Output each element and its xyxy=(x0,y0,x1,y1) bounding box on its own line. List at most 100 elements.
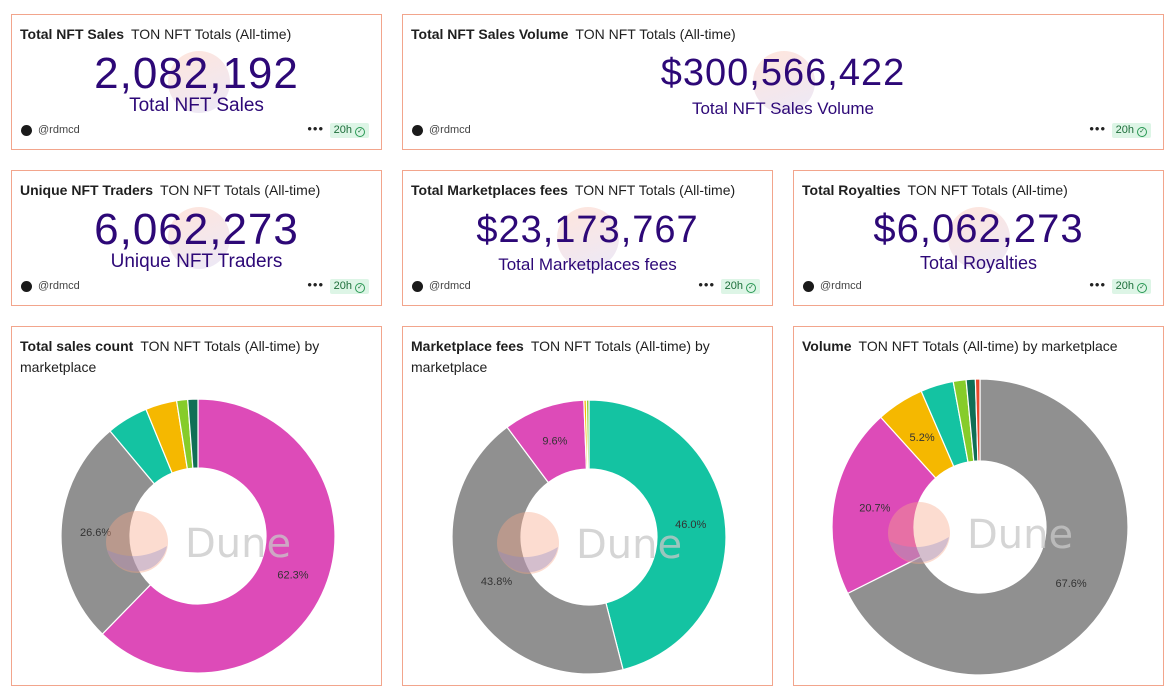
slice-label: 43.8% xyxy=(481,576,512,588)
card-title: Total NFT Sales TON NFT Totals (All-time) xyxy=(20,24,373,45)
counter-value: $6,062,273 xyxy=(873,207,1084,251)
counter-card-unique-nft-traders[interactable]: Unique NFT Traders TON NFT Totals (All-ti… xyxy=(11,170,382,306)
counter-label: Total Royalties xyxy=(919,253,1038,273)
dune-logo-shade xyxy=(107,546,167,572)
card-title-bold: Volume xyxy=(802,338,852,354)
dune-watermark-circle xyxy=(168,207,230,269)
author-link[interactable]: @rdmcd xyxy=(38,280,80,292)
dune-logo-shade xyxy=(889,537,949,563)
card-title: Total Royalties TON NFT Totals (All-time) xyxy=(802,180,1155,201)
counter-value: 2,082,192 xyxy=(94,49,299,98)
avatar[interactable] xyxy=(21,125,32,136)
chart-card-volume[interactable]: 67.6% 20.7% 5.2% Dune Volume TON NFT Totals … xyxy=(793,326,1164,686)
freshness-text: 20h xyxy=(724,280,743,292)
pie-slice xyxy=(187,398,199,469)
card-title: Marketplace fees TON NFT Totals (All-time… xyxy=(411,336,764,378)
author-link[interactable]: @rdmcd xyxy=(820,280,862,292)
freshness-badge[interactable]: 20h ✓ xyxy=(329,279,369,294)
dune-watermark-text: Dune xyxy=(576,522,682,568)
card-query-name: TON NFT Totals (All-time) by marketplace xyxy=(20,338,320,375)
card-query-name: TON NFT Totals (All-time) xyxy=(575,26,736,42)
card-query-name: TON NFT Totals (All-time) by marketplace xyxy=(411,338,710,375)
card-query-name: TON NFT Totals (All-time) by marketplace xyxy=(858,338,1118,354)
check-circle-icon: ✓ xyxy=(1137,127,1147,137)
card-title-bold: Total NFT Sales Volume xyxy=(411,26,569,42)
pie-slice xyxy=(60,430,156,635)
counter-value: 6,062,273 xyxy=(94,205,299,254)
donut-chart: 46.0% 43.8% 9.6% Dune xyxy=(451,399,727,675)
freshness-badge[interactable]: 20h ✓ xyxy=(1111,123,1151,138)
pie-slice xyxy=(974,378,981,462)
freshness-text: 20h xyxy=(1115,124,1134,136)
avatar[interactable] xyxy=(412,125,423,136)
card-footer: @rdmcd ••• 20h ✓ xyxy=(412,277,760,295)
card-footer: @rdmcd ••• 20h ✓ xyxy=(21,121,369,139)
card-title-bold: Total Marketplaces fees xyxy=(411,182,568,198)
freshness-badge[interactable]: 20h ✓ xyxy=(720,279,760,294)
counter-card-total-marketplaces-fees[interactable]: Total Marketplaces fees TON NFT Totals (A… xyxy=(402,170,773,306)
card-title-bold: Unique NFT Traders xyxy=(20,182,154,198)
freshness-badge[interactable]: 20h ✓ xyxy=(329,123,369,138)
freshness-text: 20h xyxy=(333,280,352,292)
card-title: Volume TON NFT Totals (All-time) by marke… xyxy=(802,336,1155,357)
more-options-icon[interactable]: ••• xyxy=(1089,277,1106,292)
card-footer: @rdmcd ••• 20h ✓ xyxy=(412,121,1151,139)
counter-label: Total Marketplaces fees xyxy=(498,255,677,274)
card-footer: @rdmcd ••• 20h ✓ xyxy=(21,277,369,295)
chart-card-marketplace-fees[interactable]: 46.0% 43.8% 9.6% Dune Marketplace fees TON N… xyxy=(402,326,773,686)
dune-watermark-circle xyxy=(948,207,1010,269)
dune-logo-icon xyxy=(106,511,168,573)
card-title-bold: Total NFT Sales xyxy=(20,26,124,42)
card-query-name: TON NFT Totals (All-time) xyxy=(160,182,321,198)
slice-label: 20.7% xyxy=(859,502,890,514)
donut-chart: 62.3% 26.6% Dune xyxy=(60,398,336,674)
card-title: Total NFT Sales Volume TON NFT Totals (Al… xyxy=(411,24,1155,45)
card-title-bold: Marketplace fees xyxy=(411,338,524,354)
chart-card-total-sales-count[interactable]: 62.3% 26.6% Dune Total sales count TON NFT … xyxy=(11,326,382,686)
counter-value: $23,173,767 xyxy=(476,209,699,251)
counter-label: Unique NFT Traders xyxy=(110,251,283,272)
donut-chart: 67.6% 20.7% 5.2% Dune xyxy=(831,378,1129,676)
slice-label: 9.6% xyxy=(542,435,567,447)
author-link[interactable]: @rdmcd xyxy=(429,280,471,292)
more-options-icon[interactable]: ••• xyxy=(1089,121,1106,136)
pie-slice xyxy=(585,399,590,470)
counter-value: $300,566,422 xyxy=(660,52,906,94)
avatar[interactable] xyxy=(412,281,423,292)
card-footer: @rdmcd ••• 20h ✓ xyxy=(803,277,1151,295)
pie-slice xyxy=(101,398,336,674)
avatar[interactable] xyxy=(803,281,814,292)
slice-label: 67.6% xyxy=(1055,578,1086,590)
counter-card-total-royalties[interactable]: Total Royalties TON NFT Totals (All-time)… xyxy=(793,170,1164,306)
more-options-icon[interactable]: ••• xyxy=(307,121,324,136)
dune-watermark-circle xyxy=(168,51,230,113)
card-query-name: TON NFT Totals (All-time) xyxy=(574,182,736,198)
card-query-name: TON NFT Totals (All-time) xyxy=(907,182,1068,198)
card-title: Unique NFT Traders TON NFT Totals (All-ti… xyxy=(20,180,373,201)
counter-label: Total NFT Sales Volume xyxy=(691,99,875,118)
check-circle-icon: ✓ xyxy=(746,283,756,293)
dune-logo-icon xyxy=(497,512,559,574)
freshness-text: 20h xyxy=(333,124,352,136)
card-title-bold: Total Royalties xyxy=(802,182,901,198)
freshness-text: 20h xyxy=(1115,280,1134,292)
check-circle-icon: ✓ xyxy=(355,127,365,137)
more-options-icon[interactable]: ••• xyxy=(307,277,324,292)
pie-slice xyxy=(588,399,727,671)
check-circle-icon: ✓ xyxy=(1137,283,1147,293)
freshness-badge[interactable]: 20h ✓ xyxy=(1111,279,1151,294)
slice-label: 26.6% xyxy=(80,527,111,539)
dune-watermark-text: Dune xyxy=(185,521,291,567)
dune-watermark-circle xyxy=(753,51,815,113)
slice-label: 46.0% xyxy=(675,519,706,531)
avatar[interactable] xyxy=(21,281,32,292)
slice-label: 62.3% xyxy=(277,570,308,582)
more-options-icon[interactable]: ••• xyxy=(698,277,715,292)
check-circle-icon: ✓ xyxy=(355,283,365,293)
author-link[interactable]: @rdmcd xyxy=(38,124,80,136)
dune-logo-icon xyxy=(888,502,950,564)
counter-label: Total NFT Sales xyxy=(129,95,264,116)
counter-card-total-nft-sales[interactable]: Total NFT Sales TON NFT Totals (All-time)… xyxy=(11,14,382,150)
counter-card-total-nft-sales-volume[interactable]: Total NFT Sales Volume TON NFT Totals (Al… xyxy=(402,14,1164,150)
author-link[interactable]: @rdmcd xyxy=(429,124,471,136)
